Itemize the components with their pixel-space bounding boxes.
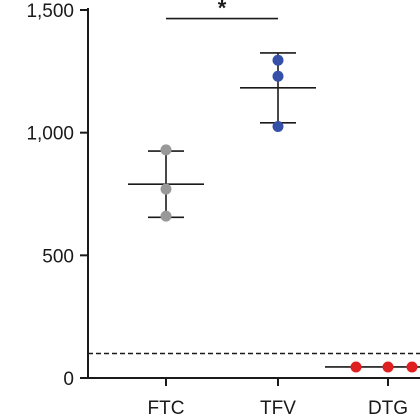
data-point: [406, 361, 418, 373]
axes: 0 500 1,000 1,500 FTC TFV DTG: [26, 1, 420, 419]
significance-group: *: [166, 0, 278, 21]
series-ftc: [128, 144, 204, 222]
data-point: [382, 361, 394, 373]
data-point: [160, 210, 172, 222]
data-point: [160, 183, 172, 195]
y-tick-label: 1,500: [26, 1, 74, 22]
series-dtg: [325, 361, 420, 373]
y-tick-label: 500: [42, 246, 74, 267]
data-point: [272, 54, 284, 66]
significance-label: *: [218, 0, 227, 21]
data-point: [272, 121, 284, 133]
data-point: [272, 70, 284, 82]
y-tick-label: 1,000: [26, 124, 74, 145]
y-tick-label: 0: [63, 369, 74, 390]
data-point: [350, 361, 362, 373]
x-tick-label: FTC: [148, 398, 185, 419]
data-point: [160, 144, 172, 156]
x-tick-label: TFV: [260, 398, 296, 419]
series-tfv: [240, 52, 316, 133]
x-tick-label: DTG: [368, 398, 408, 419]
data-marks: [128, 52, 420, 373]
